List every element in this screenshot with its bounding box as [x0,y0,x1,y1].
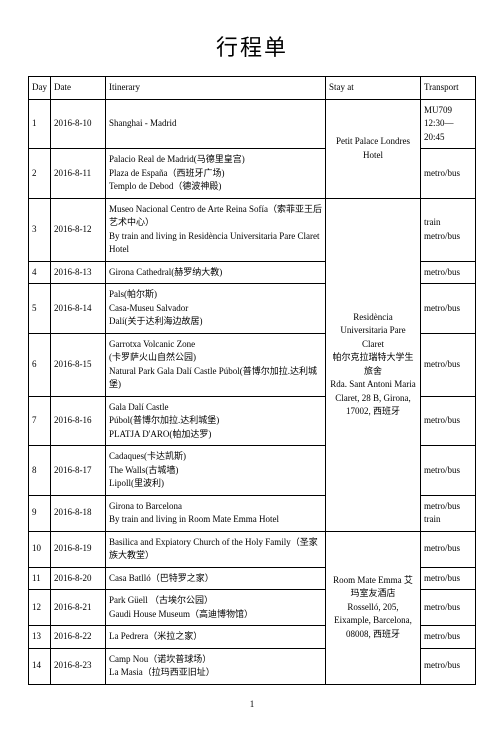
cell-date: 2016-8-22 [51,626,106,649]
cell-day: 6 [29,333,51,396]
cell-trans: metro/bus [421,261,476,284]
header-day: Day [29,77,51,100]
cell-itin: Girona to Barcelona By train and living … [106,495,326,531]
cell-day: 4 [29,261,51,284]
cell-itin: Palacio Real de Madrid(马德里皇宫) Plaza de E… [106,149,326,199]
cell-date: 2016-8-14 [51,284,106,334]
cell-itin: Pals(帕尔斯) Casa-Museu Salvador Dalí(关于达利海… [106,284,326,334]
cell-trans: MU709 12:30—20:45 [421,99,476,149]
cell-trans: metro/bus [421,446,476,496]
cell-day: 5 [29,284,51,334]
cell-day: 14 [29,648,51,684]
cell-itin: Park Güell （古埃尔公园） Gaudi House Museum（高迪… [106,590,326,626]
header-transport: Transport [421,77,476,100]
cell-trans: metro/bus [421,648,476,684]
cell-date: 2016-8-16 [51,396,106,446]
cell-itin: La Pedrera（米拉之家） [106,626,326,649]
cell-itin: Cadaques(卡达凯斯) The Walls(古城墙) Lipoll(里波利… [106,446,326,496]
cell-day: 12 [29,590,51,626]
cell-date: 2016-8-10 [51,99,106,149]
page-number: 1 [28,699,476,709]
cell-itin: Basilica and Expiatory Church of the Hol… [106,531,326,567]
itinerary-table: Day Date Itinerary Stay at Transport 1 2… [28,76,476,685]
cell-itin: Camp Nou（诺坎普球场） La Masia（拉玛西亚旧址） [106,648,326,684]
cell-trans: metro/bus [421,626,476,649]
page-title: 行程单 [28,30,476,62]
cell-day: 11 [29,567,51,590]
header-itinerary: Itinerary [106,77,326,100]
cell-date: 2016-8-20 [51,567,106,590]
table-header-row: Day Date Itinerary Stay at Transport [29,77,476,100]
cell-stay: Room Mate Emma 艾玛室友酒店 Rosselló, 205, Eix… [326,531,421,684]
header-date: Date [51,77,106,100]
cell-day: 10 [29,531,51,567]
cell-date: 2016-8-12 [51,198,106,261]
cell-itin: Museo Nacional Centro de Arte Reina Sofí… [106,198,326,261]
cell-day: 9 [29,495,51,531]
cell-day: 1 [29,99,51,149]
cell-stay: Residència Universitaria Pare Claret 帕尔克… [326,198,421,531]
cell-day: 7 [29,396,51,446]
cell-date: 2016-8-11 [51,149,106,199]
cell-trans: metro/bus [421,284,476,334]
cell-date: 2016-8-21 [51,590,106,626]
cell-trans: metro/bus [421,149,476,199]
table-row: 1 2016-8-10 Shanghai - Madrid Petit Pala… [29,99,476,149]
cell-stay: Petit Palace Londres Hotel [326,99,421,198]
cell-date: 2016-8-18 [51,495,106,531]
cell-trans: train metro/bus [421,198,476,261]
table-row: 3 2016-8-12 Museo Nacional Centro de Art… [29,198,476,261]
cell-itin: Girona Cathedral(赫罗纳大教) [106,261,326,284]
cell-date: 2016-8-13 [51,261,106,284]
cell-date: 2016-8-23 [51,648,106,684]
cell-trans: metro/bus [421,531,476,567]
cell-day: 13 [29,626,51,649]
cell-trans: metro/bus [421,396,476,446]
cell-itin: Shanghai - Madrid [106,99,326,149]
cell-trans: metro/bus train [421,495,476,531]
table-row: 10 2016-8-19 Basilica and Expiatory Chur… [29,531,476,567]
cell-date: 2016-8-15 [51,333,106,396]
cell-itin: Casa Batlló（巴特罗之家） [106,567,326,590]
cell-day: 2 [29,149,51,199]
cell-day: 8 [29,446,51,496]
header-stay: Stay at [326,77,421,100]
cell-date: 2016-8-19 [51,531,106,567]
cell-date: 2016-8-17 [51,446,106,496]
cell-trans: metro/bus [421,567,476,590]
cell-itin: Garrotxa Volcanic Zone (卡罗萨火山自然公园) Natur… [106,333,326,396]
cell-trans: metro/bus [421,590,476,626]
document-page: 行程单 Day Date Itinerary Stay at Transport… [0,0,504,729]
cell-itin: Gala Dalí Castle Púbol(普博尔加拉.达利城堡) PLATJ… [106,396,326,446]
cell-day: 3 [29,198,51,261]
cell-trans: metro/bus [421,333,476,396]
